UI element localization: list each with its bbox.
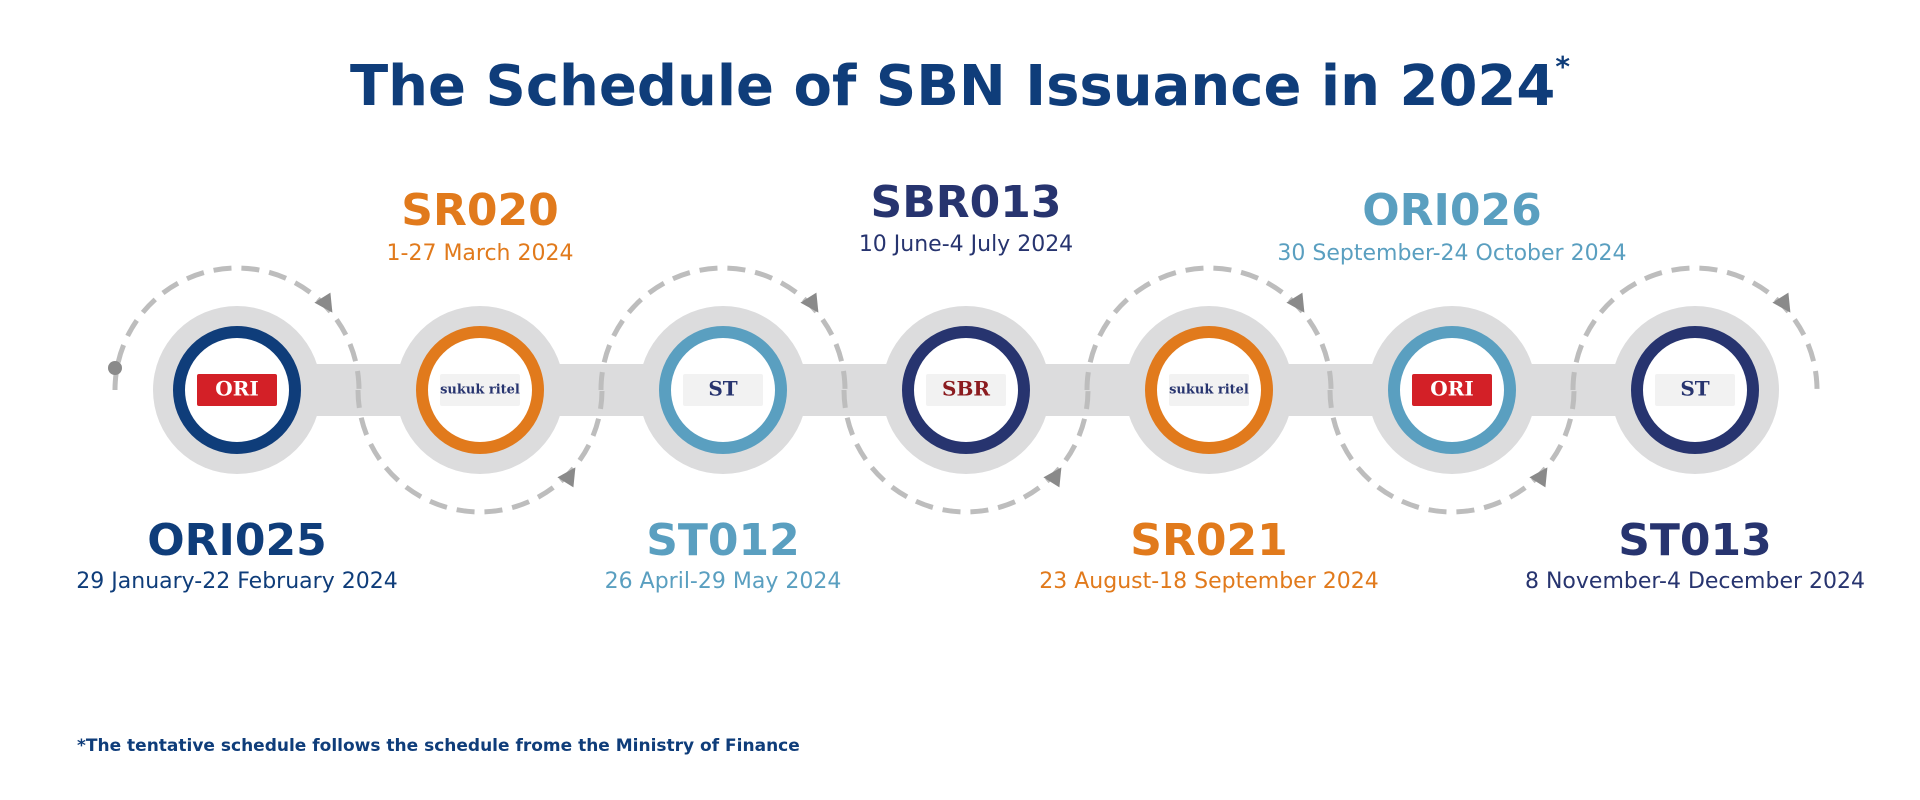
item-name: SBR013 [871, 177, 1062, 228]
logo-box [1169, 374, 1249, 406]
nodes: ORI ORI025 29 January-22 February 2024 suku… [76, 177, 1865, 594]
dashed-arc [1570, 265, 1820, 391]
logo-text: ORI [215, 377, 258, 401]
item-name: ST012 [646, 515, 800, 566]
item-name: ST013 [1618, 515, 1772, 566]
arrow-head [1772, 292, 1791, 313]
dashed-arc [112, 265, 362, 391]
dashed-arc [1084, 265, 1334, 391]
arrow-head [557, 467, 576, 488]
dashed-arcs [108, 265, 1820, 515]
title-mark: * [1555, 50, 1570, 83]
dashed-arc [1327, 389, 1577, 515]
dashed-arc [598, 265, 848, 391]
start-dot [108, 361, 122, 375]
logo-text: SBR [942, 377, 990, 401]
item-name: SR021 [1130, 515, 1287, 566]
title-text: The Schedule of SBN Issuance in 2024 [350, 54, 1555, 119]
logo-text: sukuk ritel [440, 383, 520, 398]
item-dates: 10 June-4 July 2024 [859, 232, 1073, 257]
logo-box [926, 374, 1006, 406]
logo-text: ST [708, 377, 737, 401]
item-dates: 1-27 March 2024 [387, 241, 574, 266]
item-dates: 23 August-18 September 2024 [1039, 569, 1379, 594]
dashed-arc [841, 389, 1091, 515]
arrow-head [1286, 292, 1305, 313]
item-dates: 29 January-22 February 2024 [76, 569, 397, 594]
item-dates: 8 November-4 December 2024 [1525, 569, 1865, 594]
logo-box [1412, 374, 1492, 406]
arrow-head [314, 292, 333, 313]
logo-box [440, 374, 520, 406]
footnote: *The tentative schedule follows the sche… [77, 736, 800, 756]
logo-box [1655, 374, 1735, 406]
item-dates: 26 April-29 May 2024 [605, 569, 842, 594]
arrow-head [1043, 467, 1062, 488]
title: The Schedule of SBN Issuance in 2024* [350, 50, 1570, 119]
item-name: ORI025 [147, 515, 327, 566]
logo-text: ST [1680, 377, 1709, 401]
item-name: SR020 [401, 185, 558, 236]
logo-box [197, 374, 277, 406]
logo-text: sukuk ritel [1169, 383, 1249, 398]
logo-text: ORI [1430, 377, 1473, 401]
item-dates: 30 September-24 October 2024 [1277, 241, 1626, 266]
logo-box [683, 374, 763, 406]
item-name: ORI026 [1362, 185, 1542, 236]
arrow-head [1529, 467, 1548, 488]
dashed-arc [355, 389, 605, 515]
arrow-head [800, 292, 819, 313]
